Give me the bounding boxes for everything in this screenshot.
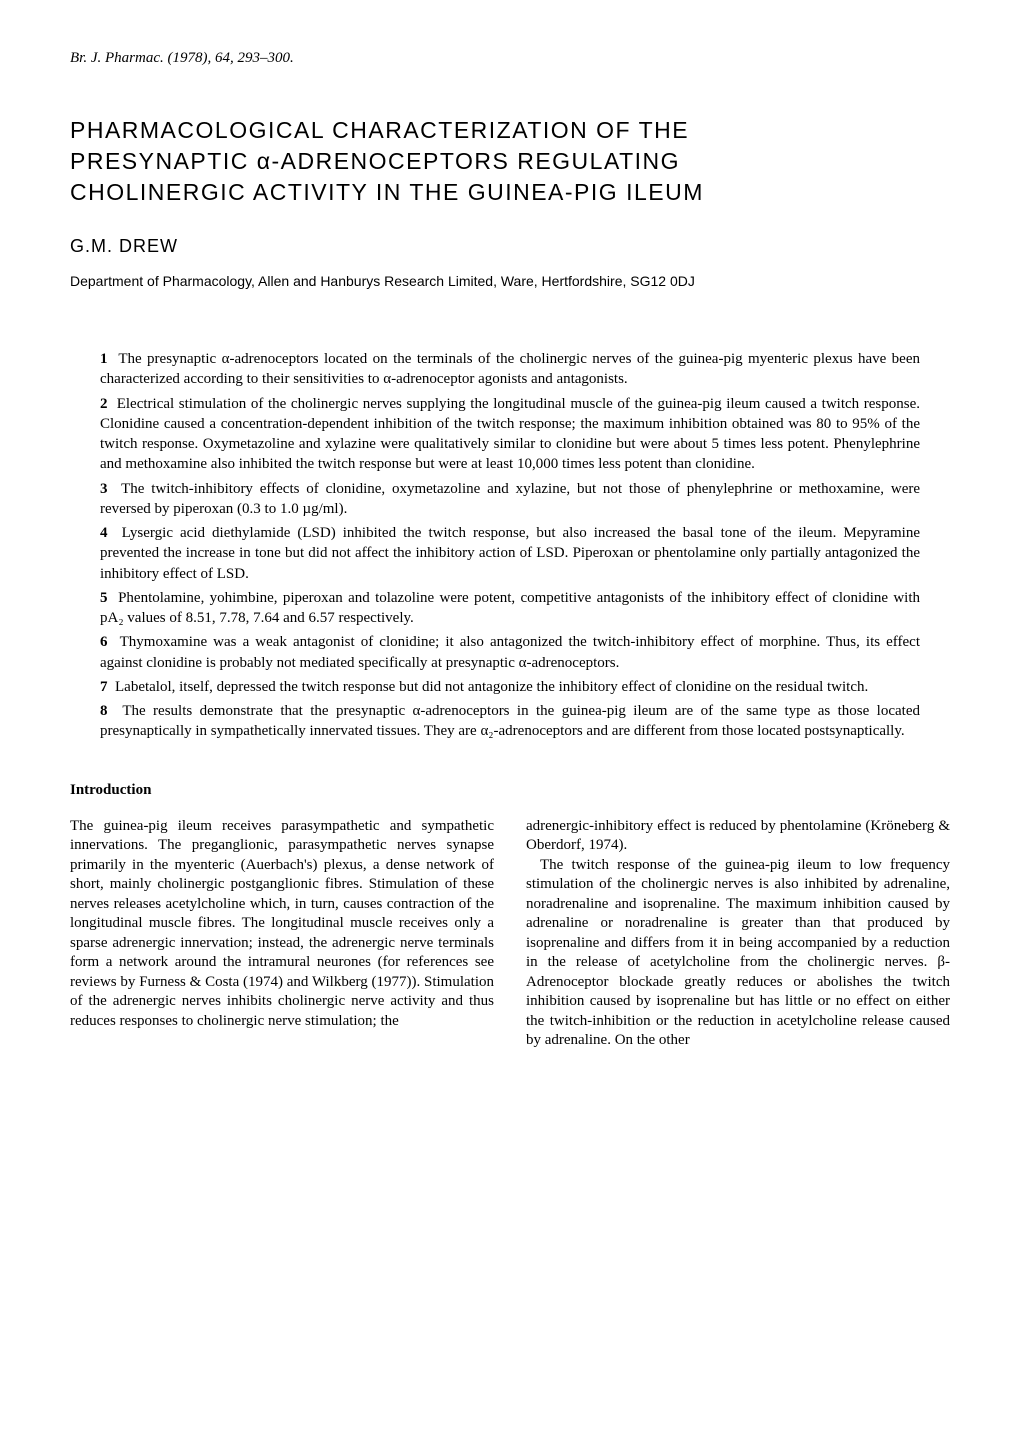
abstract-item: 7 Labetalol, itself, depressed the twitc… <box>100 677 920 697</box>
abstract-text: The results demonstrate that the presyna… <box>100 703 920 739</box>
abstract-number: 4 <box>100 525 108 541</box>
abstract-item: 2 Electrical stimulation of the choliner… <box>100 394 920 475</box>
abstract-item: 3 The twitch-inhibitory effects of cloni… <box>100 479 920 520</box>
body-paragraph: The twitch response of the guinea-pig il… <box>526 856 950 1051</box>
title-line-2: PRESYNAPTIC α-ADRENOCEPTORS REGULATING <box>70 148 680 174</box>
abstract-number: 1 <box>100 351 108 367</box>
body-paragraph: The guinea-pig ileum receives parasympat… <box>70 817 494 1032</box>
column-left: The guinea-pig ileum receives parasympat… <box>70 817 494 1051</box>
abstract-text: The presynaptic α-adrenoceptors located … <box>100 351 920 387</box>
title-line-3: CHOLINERGIC ACTIVITY IN THE GUINEA-PIG I… <box>70 179 704 205</box>
abstract-text: Phentolamine, yohimbine, piperoxan and t… <box>100 590 920 626</box>
abstract-number: 8 <box>100 703 108 719</box>
body-paragraph: adrenergic-inhibitory effect is reduced … <box>526 817 950 856</box>
article-title: PHARMACOLOGICAL CHARACTERIZATION OF THE … <box>70 115 950 208</box>
abstract-text: Labetalol, itself, depressed the twitch … <box>115 679 868 695</box>
abstract-item: 6 Thymoxamine was a weak antagonist of c… <box>100 632 920 673</box>
abstract-text: Electrical stimulation of the cholinergi… <box>100 396 920 473</box>
abstract-number: 5 <box>100 590 108 606</box>
abstract-text: Thymoxamine was a weak antagonist of clo… <box>100 634 920 670</box>
abstract-item: 1 The presynaptic α-adrenoceptors locate… <box>100 349 920 390</box>
body-two-column: The guinea-pig ileum receives parasympat… <box>70 817 950 1051</box>
abstract-item: 5 Phentolamine, yohimbine, piperoxan and… <box>100 588 920 629</box>
section-heading-introduction: Introduction <box>70 782 950 799</box>
abstract-number: 6 <box>100 634 108 650</box>
abstract-item: 4 Lysergic acid diethylamide (LSD) inhib… <box>100 523 920 584</box>
abstract-text: Lysergic acid diethylamide (LSD) inhibit… <box>100 525 920 582</box>
running-head: Br. J. Pharmac. (1978), 64, 293–300. <box>70 50 950 67</box>
abstract-text: The twitch-inhibitory effects of clonidi… <box>100 481 920 517</box>
title-line-1: PHARMACOLOGICAL CHARACTERIZATION OF THE <box>70 117 689 143</box>
abstract-number: 7 <box>100 679 108 695</box>
abstract-item: 8 The results demonstrate that the presy… <box>100 701 920 742</box>
author-name: G.M. DREW <box>70 236 950 257</box>
abstract-block: 1 The presynaptic α-adrenoceptors locate… <box>100 349 920 742</box>
abstract-number: 2 <box>100 396 108 412</box>
abstract-number: 3 <box>100 481 108 497</box>
author-affiliation: Department of Pharmacology, Allen and Ha… <box>70 273 950 289</box>
column-right: adrenergic-inhibitory effect is reduced … <box>526 817 950 1051</box>
